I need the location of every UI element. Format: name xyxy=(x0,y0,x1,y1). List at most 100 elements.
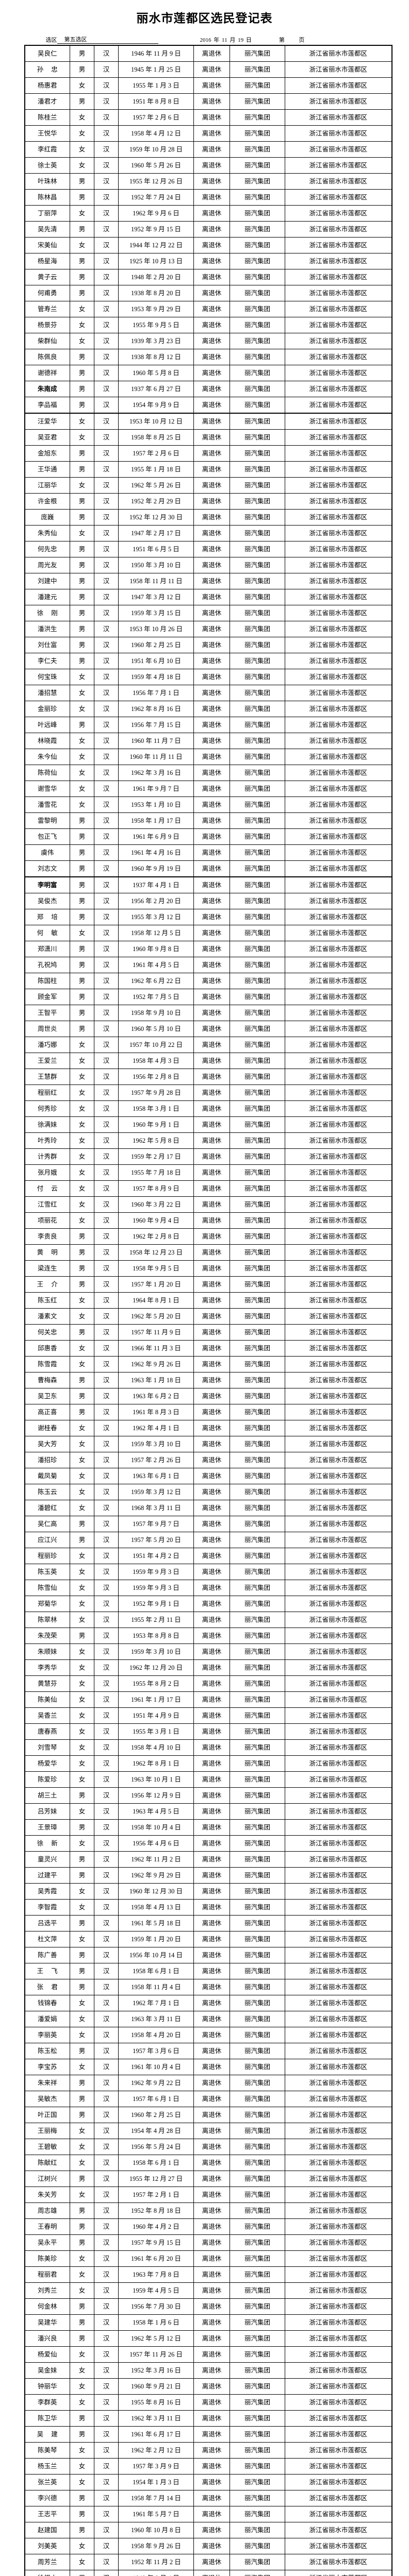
cell-organization: 丽汽集团 xyxy=(230,316,285,333)
table-row: 陈国柱男汉 1962 年 6 月 22 日离退休 丽汽集团 浙江省丽水市莲都区 xyxy=(24,972,392,989)
cell-name: 王志平 xyxy=(24,2505,70,2522)
cell-occupation: 离退休 xyxy=(193,2458,230,2475)
cell-name: 杨星海 xyxy=(24,252,70,269)
cell-sex: 男 xyxy=(70,396,94,414)
cell-organization: 丽汽集团 xyxy=(230,956,285,973)
cell-sex: 男 xyxy=(70,1020,94,1037)
cell-sex: 男 xyxy=(70,1914,94,1931)
cell-ethnicity: 汉 xyxy=(94,268,119,285)
page-label: 第 xyxy=(279,37,285,43)
cell-name: 何甫勇 xyxy=(24,284,70,301)
cell-sex: 男 xyxy=(70,445,94,462)
cell-sex: 女 xyxy=(70,1180,94,1197)
cell-organization: 丽汽集团 xyxy=(230,1723,285,1740)
cell-organization: 丽汽集团 xyxy=(230,1164,285,1181)
cell-organization: 丽汽集团 xyxy=(230,924,285,941)
cell-organization: 丽汽集团 xyxy=(230,1052,285,1069)
cell-organization: 丽汽集团 xyxy=(230,524,285,541)
cell-birthdate: 1958 年 6 月 1 日 xyxy=(118,2154,194,2171)
cell-sex: 男 xyxy=(70,2489,94,2506)
cell-occupation: 离退休 xyxy=(193,1371,230,1388)
cell-sex: 女 xyxy=(70,1308,94,1325)
cell-occupation: 离退休 xyxy=(193,1883,230,1900)
cell-birthdate: 1945 年 1 月 25 日 xyxy=(118,61,194,78)
cell-sex: 女 xyxy=(70,2250,94,2267)
cell-occupation: 离退休 xyxy=(193,1260,230,1277)
cell-occupation: 离退休 xyxy=(193,1467,230,1484)
cell-name: 陈玉红 xyxy=(24,1292,70,1309)
cell-organization: 丽汽集团 xyxy=(230,2553,285,2570)
cell-organization: 丽汽集团 xyxy=(230,2058,285,2075)
cell-occupation: 离退休 xyxy=(193,252,230,269)
date-year: 2016 xyxy=(200,37,211,43)
cell-name: 杜文萍 xyxy=(24,1930,70,1947)
cell-ethnicity: 汉 xyxy=(94,1914,119,1931)
cell-address: 浙江省丽水市莲都区 xyxy=(285,1164,392,1181)
cell-name: 汪爱华 xyxy=(24,412,70,430)
cell-occupation: 离退休 xyxy=(193,2473,230,2490)
cell-ethnicity: 汉 xyxy=(94,1531,119,1548)
cell-name: 李明富 xyxy=(24,876,70,893)
cell-birthdate: 1957 年 9 月 7 日 xyxy=(118,1515,194,1532)
cell-address: 浙江省丽水市莲都区 xyxy=(285,2202,392,2219)
cell-ethnicity: 汉 xyxy=(94,2362,119,2379)
cell-ethnicity: 汉 xyxy=(94,892,119,909)
cell-organization: 丽汽集团 xyxy=(230,1387,285,1404)
cell-sex: 女 xyxy=(70,125,94,142)
cell-birthdate: 1952 年 7 月 24 日 xyxy=(118,189,194,206)
cell-name: 朱南成 xyxy=(24,380,70,397)
cell-name: 胡三土 xyxy=(24,1787,70,1804)
cell-birthdate: 1952 年 7 月 5 日 xyxy=(118,988,194,1005)
cell-occupation: 离退休 xyxy=(193,876,230,893)
cell-birthdate: 1961 年 6 月 20 日 xyxy=(118,2250,194,2267)
cell-address: 浙江省丽水市莲都区 xyxy=(285,300,392,317)
cell-organization: 丽汽集团 xyxy=(230,1004,285,1021)
cell-ethnicity: 汉 xyxy=(94,780,119,797)
cell-ethnicity: 汉 xyxy=(94,2489,119,2506)
cell-sex: 男 xyxy=(70,1260,94,1277)
cell-name: 杨景芬 xyxy=(24,316,70,333)
cell-occupation: 离退休 xyxy=(193,1419,230,1436)
cell-sex: 女 xyxy=(70,1355,94,1372)
cell-ethnicity: 汉 xyxy=(94,1675,119,1692)
cell-birthdate: 1957 年 3 月 9 日 xyxy=(118,2458,194,2475)
table-row: 孔祝鸠男汉 1961 年 4 月 5 日离退休 丽汽集团 浙江省丽水市莲都区 xyxy=(24,956,392,973)
cell-organization: 丽汽集团 xyxy=(230,1340,285,1357)
cell-ethnicity: 汉 xyxy=(94,189,119,206)
cell-birthdate: 1958 年 9 月 26 日 xyxy=(118,2537,194,2554)
cell-birthdate: 1957 年 2 月 26 日 xyxy=(118,1451,194,1468)
cell-ethnicity: 汉 xyxy=(94,1244,119,1261)
cell-name: 陈雪仙 xyxy=(24,1579,70,1596)
cell-occupation: 离退休 xyxy=(193,748,230,765)
cell-organization: 丽汽集团 xyxy=(230,332,285,349)
cell-organization: 丽汽集团 xyxy=(230,45,285,62)
cell-occupation: 离退休 xyxy=(193,221,230,238)
table-row: 朱关芳女汉 1957 年 2 月 1 日离退休 丽汽集团 浙江省丽水市莲都区 xyxy=(24,2186,392,2203)
cell-address: 浙江省丽水市莲都区 xyxy=(285,1643,392,1660)
cell-address: 浙江省丽水市莲都区 xyxy=(285,1068,392,1085)
cell-address: 浙江省丽水市莲都区 xyxy=(285,141,392,158)
cell-address: 浙江省丽水市莲都区 xyxy=(285,1052,392,1069)
cell-occupation: 离退休 xyxy=(193,604,230,621)
cell-ethnicity: 汉 xyxy=(94,1276,119,1293)
table-row: 王志平男汉 1961 年 5 月 7 日离退休 丽汽集团 浙江省丽水市莲都区 xyxy=(24,2505,392,2522)
cell-sex: 男 xyxy=(70,876,94,893)
cell-address: 浙江省丽水市莲都区 xyxy=(285,2138,392,2155)
cell-birthdate: 1938 年 8 月 12 日 xyxy=(118,348,194,365)
cell-sex: 女 xyxy=(70,1435,94,1452)
cell-address: 浙江省丽水市莲都区 xyxy=(285,1483,392,1500)
cell-occupation: 离退休 xyxy=(193,1755,230,1772)
cell-name: 王 飞 xyxy=(24,1962,70,1979)
table-row: 潘招珍女汉 1957 年 2 月 26 日离退休 丽汽集团 浙江省丽水市莲都区 xyxy=(24,1451,392,1468)
cell-ethnicity: 汉 xyxy=(94,1515,119,1532)
cell-ethnicity: 汉 xyxy=(94,493,119,510)
cell-ethnicity: 汉 xyxy=(94,61,119,78)
cell-sex: 女 xyxy=(70,141,94,158)
cell-ethnicity: 汉 xyxy=(94,1579,119,1596)
cell-ethnicity: 汉 xyxy=(94,796,119,813)
cell-address: 浙江省丽水市莲都区 xyxy=(285,2218,392,2235)
cell-ethnicity: 汉 xyxy=(94,1483,119,1500)
date-day-unit: 日 xyxy=(246,37,252,43)
cell-occupation: 离退休 xyxy=(193,2505,230,2522)
table-row: 张月娥女汉 1955 年 7 月 18 日离退休 丽汽集团 浙江省丽水市莲都区 xyxy=(24,1164,392,1181)
